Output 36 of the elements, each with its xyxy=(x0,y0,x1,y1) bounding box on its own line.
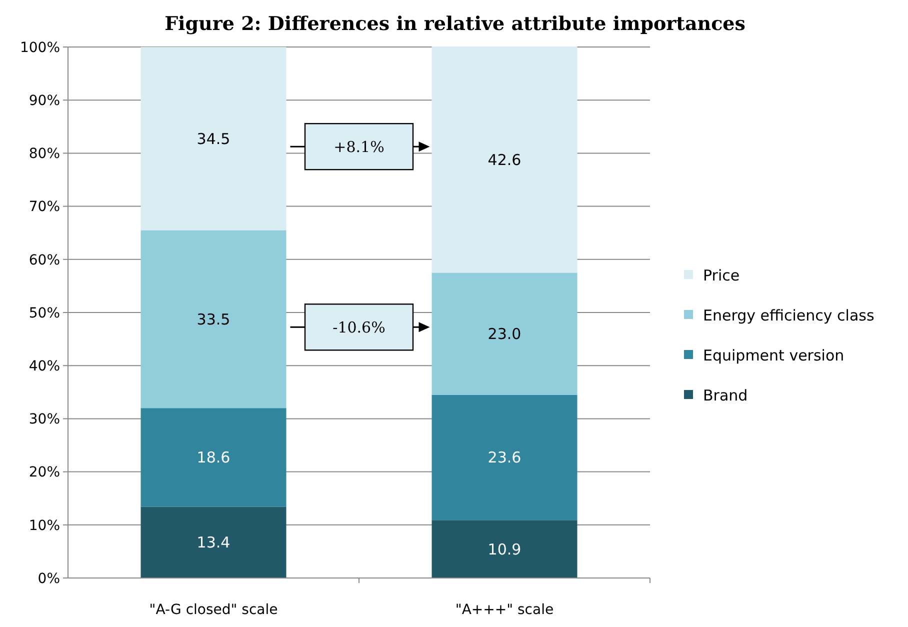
x-tick-label: "A-G closed" scale xyxy=(149,602,278,618)
bar xyxy=(140,506,286,578)
bar xyxy=(140,408,286,507)
x-tick-label: "A+++" scale xyxy=(455,602,554,618)
data-label: 33.5 xyxy=(196,310,230,328)
y-tick-label: 30% xyxy=(28,412,60,428)
data-label: 18.6 xyxy=(196,448,230,467)
y-tick-label: 40% xyxy=(28,358,60,374)
bar xyxy=(140,47,286,230)
y-tick-label: 0% xyxy=(38,570,60,587)
y-tick-label: 60% xyxy=(28,252,60,268)
bar xyxy=(140,230,286,408)
data-label: 23.0 xyxy=(488,324,522,343)
y-tick-label: 80% xyxy=(28,146,60,162)
data-label: 13.4 xyxy=(196,534,230,552)
legend-label: Energy efficiency class xyxy=(703,306,874,324)
annotation: -10.6% xyxy=(332,318,386,336)
legend-label: Equipment version xyxy=(703,346,844,364)
y-tick-label: 70% xyxy=(28,199,60,216)
bar xyxy=(432,394,578,520)
legend-label: Brand xyxy=(703,386,748,404)
chart-title: Figure 2: Differences in relative attribute importances xyxy=(164,13,746,35)
bar xyxy=(432,46,578,273)
y-tick-label: 20% xyxy=(28,464,60,481)
data-label: 23.6 xyxy=(488,448,522,467)
bar xyxy=(432,272,578,395)
y-tick-label: 100% xyxy=(20,40,60,56)
legend-label: Price xyxy=(703,266,740,284)
data-label: 10.9 xyxy=(488,540,522,558)
data-label: 42.6 xyxy=(488,150,522,169)
data-label: 34.5 xyxy=(196,130,230,148)
y-tick-label: 10% xyxy=(28,518,60,534)
annotation: +8.1% xyxy=(334,138,384,156)
bar xyxy=(432,520,578,578)
y-tick-label: 50% xyxy=(28,305,60,322)
y-tick-label: 90% xyxy=(28,93,60,109)
